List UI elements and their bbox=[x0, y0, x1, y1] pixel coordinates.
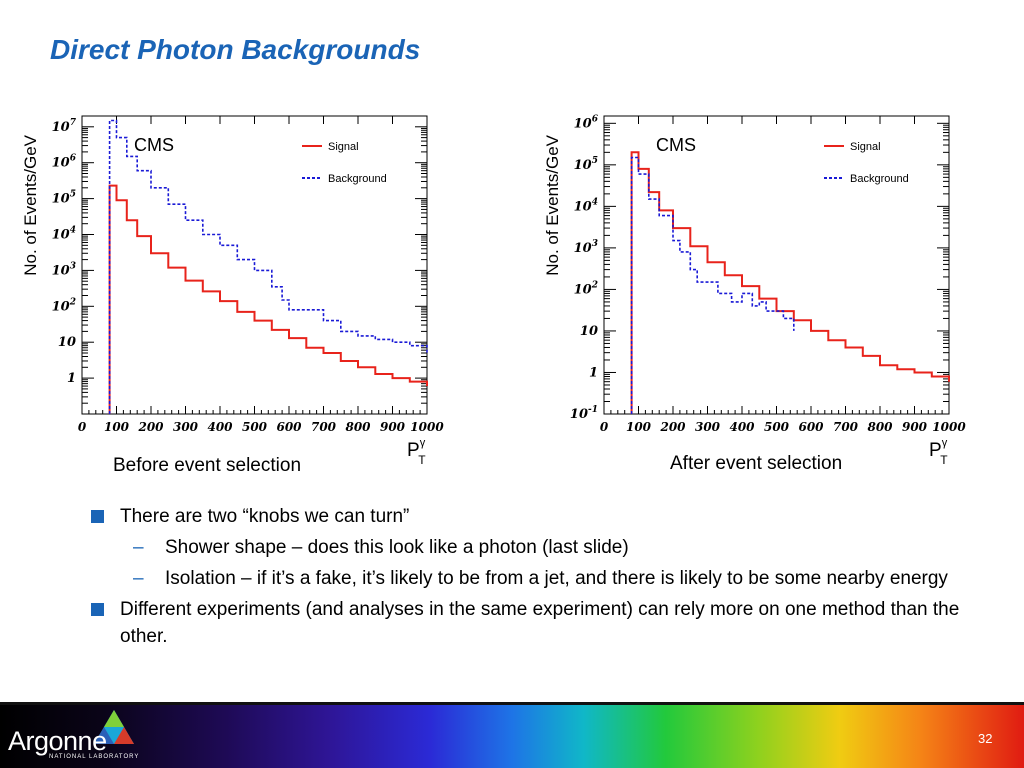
sub-bullet-item: – Isolation – if it’s a fake, it’s likel… bbox=[88, 565, 988, 592]
y-tick-label: 102 bbox=[574, 280, 598, 297]
x-tick-label: 700 bbox=[833, 420, 859, 434]
x-tick-label: 900 bbox=[902, 420, 928, 434]
series-line-signal bbox=[108, 184, 428, 414]
x-axis-label: Pγ T bbox=[929, 437, 948, 467]
x-tick-label: 1000 bbox=[410, 420, 444, 434]
y-tick-label: 104 bbox=[52, 226, 76, 243]
y-tick-label: 106 bbox=[52, 154, 77, 171]
x-tick-label: 0 bbox=[600, 420, 609, 434]
y-axis-label: No. of Events/GeV bbox=[21, 134, 40, 275]
argonne-triangle-logo-icon bbox=[94, 710, 134, 744]
y-tick-label: 1 bbox=[67, 371, 76, 386]
bullet-item: There are two “knobs we can turn” bbox=[88, 503, 988, 530]
argonne-logo-subtitle: NATIONAL LABORATORY bbox=[49, 754, 140, 760]
x-tick-label: 600 bbox=[798, 420, 824, 434]
dash-bullet-icon: – bbox=[133, 568, 144, 589]
square-bullet-icon bbox=[91, 603, 104, 616]
chart-caption-after: After event selection bbox=[670, 453, 843, 474]
x-tick-label: 0 bbox=[78, 420, 87, 434]
y-tick-label: 103 bbox=[52, 261, 76, 278]
y-tick-label: 10-1 bbox=[570, 405, 598, 422]
bullet-text: There are two “knobs we can turn” bbox=[120, 506, 410, 527]
cms-annotation: CMS bbox=[134, 135, 174, 155]
sub-bullet-text: Shower shape – does this look like a pho… bbox=[165, 537, 629, 558]
series-line-background bbox=[630, 156, 795, 414]
bullet-list: There are two “knobs we can turn” – Show… bbox=[88, 503, 988, 654]
y-tick-label: 1 bbox=[589, 365, 598, 380]
dash-bullet-icon: – bbox=[133, 537, 144, 558]
legend-label: Background bbox=[328, 173, 387, 185]
y-tick-label: 104 bbox=[574, 197, 598, 214]
x-tick-label: 100 bbox=[104, 420, 130, 434]
y-tick-label: 106 bbox=[574, 114, 599, 131]
series-line-background bbox=[108, 119, 428, 414]
y-tick-label: 105 bbox=[52, 190, 76, 207]
footer-divider bbox=[0, 702, 1024, 705]
slide-title: Direct Photon Backgrounds bbox=[50, 34, 421, 65]
chart-caption-before: Before event selection bbox=[113, 455, 302, 476]
y-tick-label: 107 bbox=[52, 118, 77, 135]
y-tick-label: 103 bbox=[574, 239, 598, 256]
argonne-logo-text: Argonne bbox=[8, 726, 107, 756]
x-tick-label: 200 bbox=[659, 420, 686, 434]
y-tick-label: 10 bbox=[580, 324, 598, 339]
square-bullet-icon bbox=[91, 510, 104, 523]
y-axis-label: No. of Events/GeV bbox=[543, 134, 562, 275]
y-tick-label: 105 bbox=[574, 156, 598, 173]
x-tick-label: 400 bbox=[207, 420, 233, 434]
page-number: 32 bbox=[978, 731, 993, 746]
x-tick-label: 300 bbox=[695, 420, 721, 434]
x-tick-label: 600 bbox=[276, 420, 302, 434]
x-tick-label: 400 bbox=[729, 420, 755, 434]
chart-svg: 0 100 200 300 400 500 600 700 800 900 1000 1 10 102 10… bbox=[21, 115, 444, 467]
x-tick-label: 700 bbox=[311, 420, 337, 434]
x-tick-label: 100 bbox=[626, 420, 652, 434]
x-tick-label: 500 bbox=[242, 420, 268, 434]
x-tick-label: 500 bbox=[764, 420, 790, 434]
footer-spectrum-bar bbox=[0, 702, 1024, 768]
sub-bullet-item: – Shower shape – does this look like a p… bbox=[88, 534, 988, 561]
chart-after-selection: 0 100 200 300 400 500 600 700 800 900 1000 10-1 1 10 1… bbox=[534, 108, 974, 468]
y-tick-label: 10 bbox=[58, 335, 76, 350]
chart-svg: 0 100 200 300 400 500 600 700 800 900 1000 10-1 1 10 1… bbox=[543, 114, 966, 467]
legend-label: Background bbox=[850, 173, 909, 185]
bullet-text: Different experiments (and analyses in t… bbox=[120, 599, 960, 647]
x-tick-label: 300 bbox=[173, 420, 199, 434]
x-tick-label: 800 bbox=[867, 420, 893, 434]
chart-before-selection: 0 100 200 300 400 500 600 700 800 900 1000 1 10 102 10… bbox=[12, 108, 452, 468]
sub-bullet-text: Isolation – if it’s a fake, it’s likely … bbox=[165, 568, 948, 589]
series-line-signal bbox=[630, 151, 950, 414]
x-tick-label: 900 bbox=[380, 420, 406, 434]
x-tick-label: 1000 bbox=[932, 420, 966, 434]
y-tick-label: 102 bbox=[52, 297, 76, 314]
legend-label: Signal bbox=[850, 141, 881, 153]
x-tick-label: 200 bbox=[137, 420, 164, 434]
x-tick-label: 800 bbox=[345, 420, 371, 434]
legend-label: Signal bbox=[328, 141, 359, 153]
x-axis-label: Pγ T bbox=[407, 437, 426, 467]
bullet-item: Different experiments (and analyses in t… bbox=[88, 596, 988, 650]
cms-annotation: CMS bbox=[656, 135, 696, 155]
